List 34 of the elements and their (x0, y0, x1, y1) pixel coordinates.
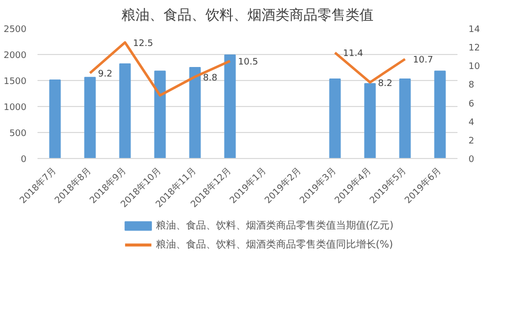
data-label: 9.2 (98, 70, 112, 80)
y-tick-label: 2500 (4, 25, 27, 35)
y2-tick-label: 12 (468, 44, 480, 54)
bar (49, 79, 61, 158)
bar (329, 78, 341, 158)
y2-tick-label: 14 (468, 25, 480, 35)
bar (189, 67, 201, 158)
chart-title: 粮油、食品、饮料、烟酒类商品零售类值 (122, 8, 374, 24)
y-tick-label: 1000 (4, 103, 27, 113)
y2-tick-label: 2 (468, 136, 474, 146)
y-tick-label: 2000 (4, 51, 27, 61)
y2-tick-label: 8 (468, 80, 474, 91)
y-tick-label: 500 (9, 129, 27, 139)
data-label: 8.8 (203, 73, 218, 84)
bar (84, 76, 96, 158)
y-tick-label: 0 (20, 155, 27, 165)
data-label: 10.5 (238, 58, 258, 68)
data-label: 8.2 (378, 78, 392, 89)
y2-tick-label: 0 (468, 155, 474, 165)
y2-tick-label: 6 (468, 99, 474, 110)
data-label: 11.4 (343, 49, 364, 60)
y2-tick-label: 4 (468, 118, 474, 128)
bar (119, 63, 131, 158)
bar (364, 83, 376, 158)
y-tick-label: 1500 (4, 77, 27, 87)
legend-label: 粮油、食品、饮料、烟酒类商品零售类值同比增长(%) (156, 238, 394, 250)
data-label: 10.7 (413, 56, 434, 66)
y2-tick-label: 10 (468, 62, 480, 72)
bar (224, 54, 236, 158)
bar (434, 70, 446, 158)
bar (154, 70, 166, 158)
legend-label: 粮油、食品、饮料、烟酒类商品零售类值当期值(亿元) (156, 220, 394, 232)
data-label: 12.5 (133, 38, 154, 49)
bar (399, 78, 411, 158)
